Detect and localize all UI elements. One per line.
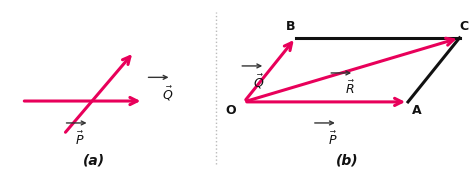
Text: $\vec{Q}$: $\vec{Q}$ — [162, 84, 173, 103]
Text: O: O — [225, 104, 236, 117]
Text: $\vec{Q}$: $\vec{Q}$ — [254, 73, 265, 91]
Text: $\vec{P}$: $\vec{P}$ — [328, 131, 338, 148]
Text: $\vec{P}$: $\vec{P}$ — [75, 131, 85, 148]
Text: (a): (a) — [83, 154, 105, 168]
Text: A: A — [412, 104, 421, 117]
Text: (b): (b) — [336, 154, 358, 168]
Text: C: C — [460, 20, 469, 33]
Text: B: B — [286, 20, 296, 33]
Text: $\vec{R}$: $\vec{R}$ — [345, 80, 355, 97]
